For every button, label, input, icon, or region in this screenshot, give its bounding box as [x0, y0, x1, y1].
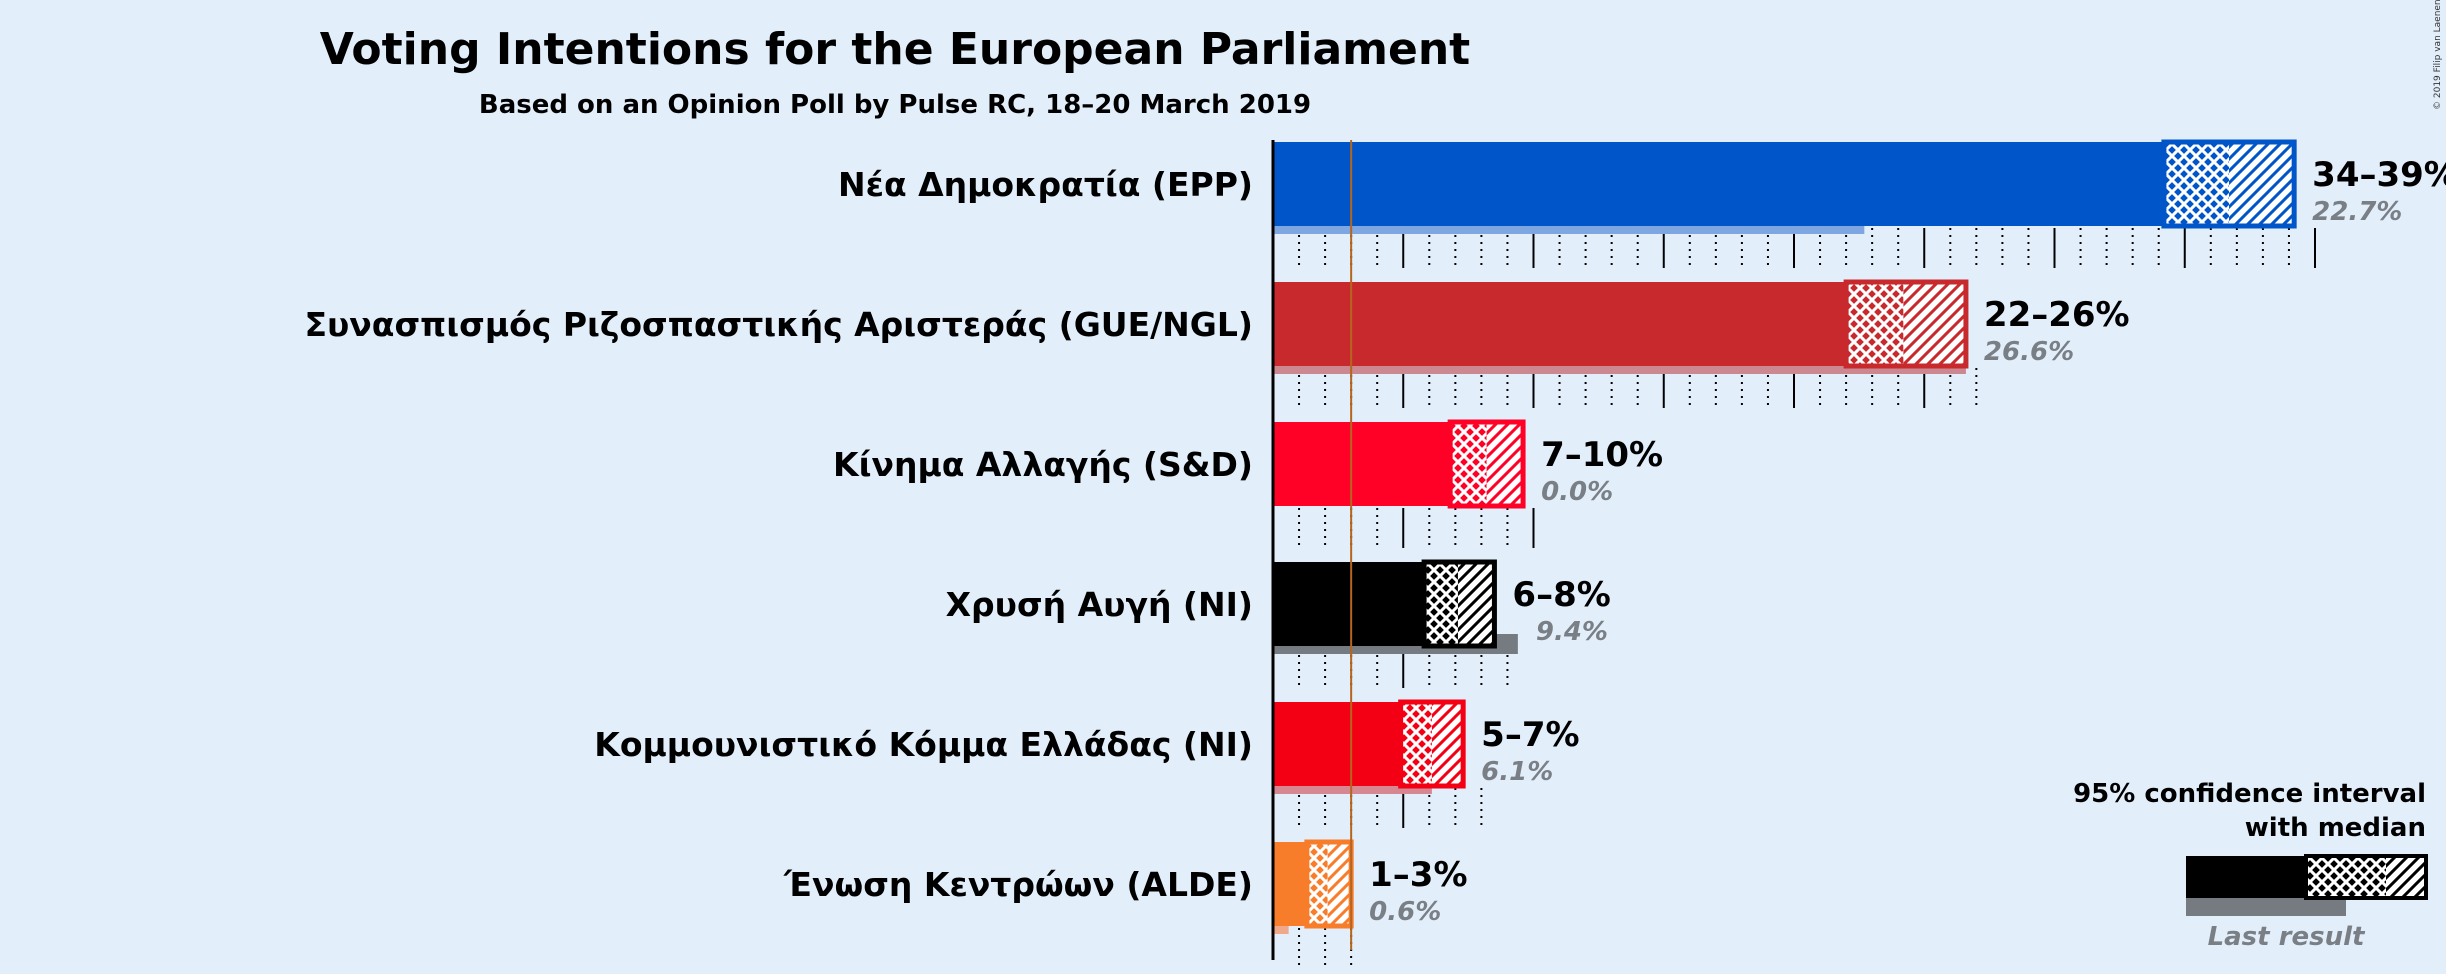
ci-outline: [2161, 139, 2297, 229]
party-label: Ένωση Κεντρώων (ALDE): [783, 865, 1253, 904]
ci-lower-half: [1400, 702, 1432, 786]
chart-subtitle: Based on an Opinion Poll by Pulse RC, 18…: [479, 90, 1311, 120]
ci-upper-half: [1327, 842, 1352, 926]
ci-lower-half: [1450, 422, 1487, 506]
last-result-label: 26.6%: [1984, 337, 2074, 367]
ci-outline: [1398, 699, 1466, 789]
range-label: 34–39%: [2312, 155, 2446, 195]
estimate-bar: [1273, 422, 1451, 506]
ci-upper-half: [1431, 702, 1464, 786]
legend-diagonal: [2386, 856, 2426, 898]
bars-layer: Νέα Δημοκρατία (EPP) 34–39%22.7% Συνασπισμ…: [304, 139, 2446, 968]
ci-upper-half: [1486, 422, 1524, 506]
party-label: Συνασπισμός Ριζοσπαστικής Αριστεράς (GUE…: [304, 305, 1253, 344]
legend: 95% confidence interval with median Last…: [2073, 779, 2428, 952]
estimate-bar: [1273, 842, 1307, 926]
ci-upper-half: [1457, 562, 1495, 646]
party-label: Κίνημα Αλλαγής (S&D): [833, 445, 1253, 484]
range-label: 1–3%: [1369, 855, 1467, 895]
ci-lower-half: [1846, 282, 1904, 366]
range-label: 6–8%: [1512, 575, 1610, 615]
party-label: Χρυσή Αυγή (NI): [946, 585, 1253, 624]
ci-upper-half: [1903, 282, 1966, 366]
last-result-label: 0.6%: [1369, 897, 1441, 927]
party-label: Κομμουνιστικό Κόμμα Ελλάδας (NI): [594, 725, 1253, 764]
legend-ci-box: [2304, 854, 2428, 900]
legend-last-result-bar: [2186, 896, 2346, 916]
estimate-bar: [1273, 282, 1847, 366]
ci-upper-half: [2229, 142, 2295, 226]
ci-outline: [1447, 419, 1526, 509]
last-result-label: 0.0%: [1541, 477, 1613, 507]
legend-last-result-label: Last result: [2208, 922, 2366, 952]
chart-title: Voting Intentions for the European Parli…: [320, 24, 1470, 75]
legend-title-line2: with median: [2245, 813, 2426, 843]
copyright-note: © 2019 Filip van Laenen: [2433, 0, 2443, 110]
ci-lower-half: [2163, 142, 2230, 226]
ci-lower-half: [1424, 562, 1458, 646]
legend-crosshatch: [2306, 856, 2386, 898]
estimate-bar: [1273, 562, 1425, 646]
range-label: 7–10%: [1541, 435, 1663, 475]
party-label: Νέα Δημοκρατία (EPP): [838, 165, 1253, 204]
last-result-label: 9.4%: [1536, 617, 1608, 647]
ci-outline: [1421, 559, 1497, 649]
estimate-bar: [1273, 702, 1401, 786]
last-result-label: 22.7%: [2312, 197, 2402, 227]
gridlines: [1298, 228, 2316, 968]
legend-title-line1: 95% confidence interval: [2073, 779, 2426, 809]
ci-lower-half: [1306, 842, 1328, 926]
range-label: 5–7%: [1481, 715, 1579, 755]
range-label: 22–26%: [1984, 295, 2130, 335]
estimate-bar: [1273, 142, 2164, 226]
legend-solid-bar: [2186, 856, 2306, 898]
ci-outline: [1843, 279, 1969, 369]
legend-outline: [2304, 854, 2428, 900]
last-result-label: 6.1%: [1481, 757, 1553, 787]
